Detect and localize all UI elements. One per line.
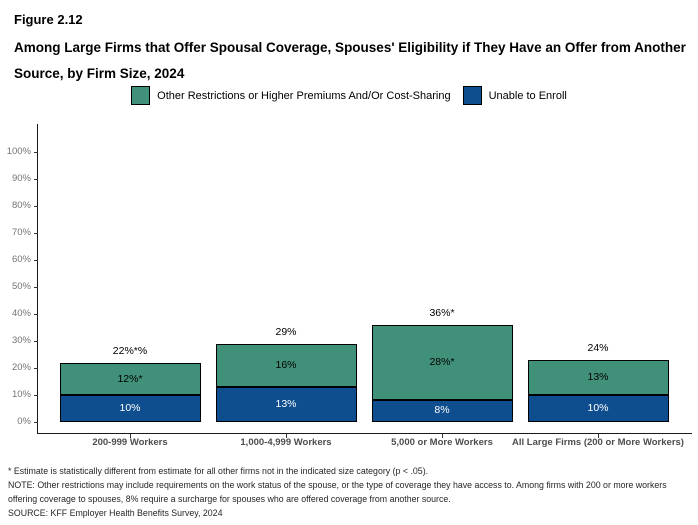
y-tick-mark xyxy=(34,286,38,288)
y-tick-mark xyxy=(34,259,38,261)
y-tick-label: 30% xyxy=(11,335,31,346)
x-axis-category-label: 200-999 Workers xyxy=(92,437,168,448)
legend-item-other-restrictions: Other Restrictions or Higher Premiums An… xyxy=(131,86,451,105)
y-axis-line xyxy=(37,124,39,434)
figure-number: Figure 2.12 xyxy=(14,12,83,27)
x-tick-mark xyxy=(441,434,443,438)
bar-total-label: 36%* xyxy=(429,306,455,319)
y-tick-mark xyxy=(34,340,38,342)
footnote-note: NOTE: Other restrictions may include req… xyxy=(8,480,667,504)
x-axis-category-label: 1,000-4,999 Workers xyxy=(240,437,332,448)
x-tick-mark xyxy=(129,434,131,438)
bar-total-label: 22%*% xyxy=(112,344,148,357)
y-tick-label: 20% xyxy=(11,362,31,373)
legend-item-unable-to-enroll: Unable to Enroll xyxy=(462,86,567,105)
x-axis-line xyxy=(38,433,692,435)
y-tick-label: 60% xyxy=(11,254,31,265)
y-tick-mark xyxy=(34,367,38,369)
footnote-asterisk: * Estimate is statistically different fr… xyxy=(8,466,429,476)
y-tick-label: 0% xyxy=(17,416,31,427)
y-tick-label: 90% xyxy=(11,173,31,184)
bar-segment-unable-to-enroll: 10% xyxy=(59,395,201,422)
bar-segment-other-restrictions-or-higher-premiums-and-or-cost-sharing: 16% xyxy=(215,343,357,387)
y-tick-label: 50% xyxy=(11,281,31,292)
y-tick-mark xyxy=(34,178,38,180)
y-tick-label: 80% xyxy=(11,200,31,211)
y-tick-mark xyxy=(34,232,38,234)
chart-title: Among Large Firms that Offer Spousal Cov… xyxy=(14,40,686,81)
bar-segment-other-restrictions-or-higher-premiums-and-or-cost-sharing: 13% xyxy=(527,359,669,395)
legend-swatch-unable-to-enroll xyxy=(462,86,482,105)
bar-segment-other-restrictions-or-higher-premiums-and-or-cost-sharing: 28%* xyxy=(371,324,513,401)
x-tick-mark xyxy=(285,434,287,438)
y-tick-mark xyxy=(34,205,38,207)
bar-total-label: 24% xyxy=(587,341,609,354)
y-tick-mark xyxy=(34,421,38,423)
bar-total-label: 29% xyxy=(275,325,297,338)
legend: Other Restrictions or Higher Premiums An… xyxy=(0,86,698,105)
x-axis-category-label: All Large Firms (200 or More Workers) xyxy=(512,437,684,448)
y-tick-label: 40% xyxy=(11,308,31,319)
chart-header: Figure 2.12 Among Large Firms that Offer… xyxy=(14,12,688,87)
legend-label-unable-to-enroll: Unable to Enroll xyxy=(488,89,567,102)
x-axis-category-label: 5,000 or More Workers xyxy=(391,437,493,448)
bar-segment-unable-to-enroll: 10% xyxy=(527,395,669,422)
bar-segment-unable-to-enroll: 8% xyxy=(371,400,513,422)
footnote-source: SOURCE: KFF Employer Health Benefits Sur… xyxy=(8,508,223,518)
y-tick-mark xyxy=(34,313,38,315)
legend-label-other-restrictions: Other Restrictions or Higher Premiums An… xyxy=(157,89,451,102)
footnotes: * Estimate is statistically different fr… xyxy=(8,464,694,520)
x-tick-mark xyxy=(597,434,599,438)
y-tick-label: 70% xyxy=(11,227,31,238)
legend-swatch-other-restrictions xyxy=(131,86,151,105)
y-tick-mark xyxy=(34,394,38,396)
bar-segment-other-restrictions-or-higher-premiums-and-or-cost-sharing: 12%* xyxy=(59,362,201,395)
y-tick-mark xyxy=(34,151,38,153)
y-tick-label: 100% xyxy=(6,146,31,157)
bar-segment-unable-to-enroll: 13% xyxy=(215,386,357,422)
y-tick-label: 10% xyxy=(11,389,31,400)
